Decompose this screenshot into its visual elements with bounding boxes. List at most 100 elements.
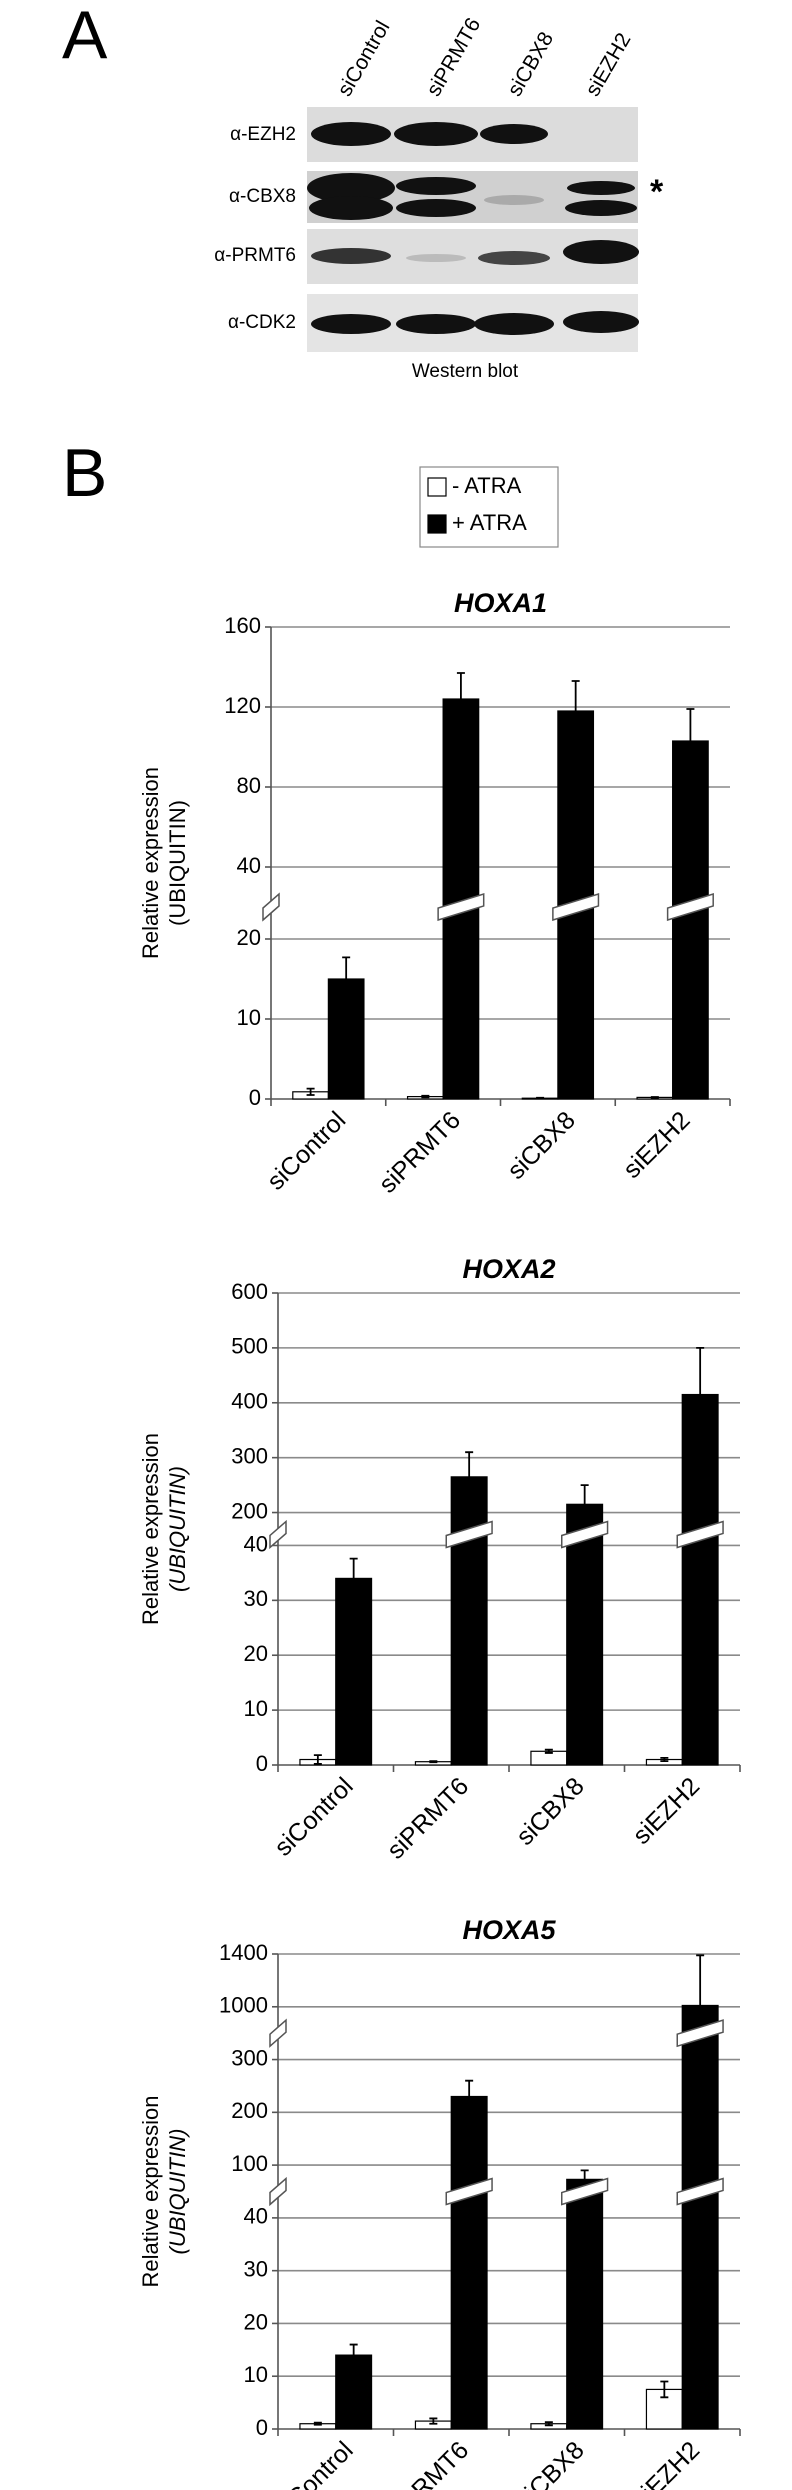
x-tick-label: siEZH2 xyxy=(627,1772,705,1850)
row-label: α-CDK2 xyxy=(228,312,296,333)
legend-label: - ATRA xyxy=(452,473,522,498)
row-label: α-PRMT6 xyxy=(214,245,296,266)
y-tick-label: 40 xyxy=(237,853,261,878)
y-tick-label: 0 xyxy=(249,1085,261,1110)
y-tick-label: 30 xyxy=(244,1586,268,1611)
y-tick-label: 300 xyxy=(231,2045,268,2070)
error-bar xyxy=(660,2380,669,2399)
axis-break xyxy=(561,2177,609,2206)
error-bar xyxy=(696,1346,705,1443)
x-tick-label: siControl xyxy=(262,1106,352,1196)
axis-break xyxy=(676,2019,724,2048)
y-axis-label: (UBIQUITIN) xyxy=(165,2129,190,2255)
error-bar xyxy=(342,956,351,1002)
error-bar xyxy=(349,2343,358,2367)
error-bar xyxy=(544,2421,553,2427)
y-tick-label: 10 xyxy=(244,2362,268,2387)
bands xyxy=(307,122,639,335)
axis-break xyxy=(552,892,600,922)
x-tick-label: siPRMT6 xyxy=(374,1106,466,1198)
error-bar xyxy=(313,1754,322,1765)
annotation: * xyxy=(650,173,664,211)
y-tick-label: 10 xyxy=(237,1005,261,1030)
y-axis-label: (UBIQUITIN) xyxy=(165,1466,190,1592)
axis-break xyxy=(269,1519,287,1550)
y-tick-label: 10 xyxy=(244,1696,268,1721)
axis-break xyxy=(676,1520,724,1549)
bar xyxy=(672,740,709,1100)
y-tick-label: 1400 xyxy=(219,1940,268,1965)
row-label: α-EZH2 xyxy=(230,124,296,145)
bar xyxy=(450,1476,488,1766)
legend-swatch xyxy=(427,514,447,534)
row-label: α-CBX8 xyxy=(229,186,296,207)
y-tick-label: 80 xyxy=(237,773,261,798)
y-tick-label: 200 xyxy=(231,2098,268,2123)
y-tick-label: 400 xyxy=(231,1389,268,1414)
error-bar xyxy=(660,1756,669,1763)
y-tick-label: 500 xyxy=(231,1334,268,1359)
axis-break xyxy=(269,2176,287,2207)
axis-break xyxy=(269,2018,287,2048)
y-tick-label: 40 xyxy=(244,2204,268,2229)
error-bar xyxy=(349,1557,358,1600)
panel-label: A xyxy=(62,0,108,73)
y-tick-label: 20 xyxy=(244,1641,268,1666)
error-bar xyxy=(456,672,465,726)
bar xyxy=(681,1393,719,1766)
y-tick-label: 100 xyxy=(231,2151,268,2176)
x-tick-label: siCBX8 xyxy=(502,1106,581,1185)
y-axis-label: (UBIQUITIN) xyxy=(165,800,190,926)
y-tick-label: 120 xyxy=(224,693,261,718)
lane-label: siPRMT6 xyxy=(422,14,485,100)
bar xyxy=(681,2004,719,2430)
bar xyxy=(566,2178,604,2430)
x-tick-label: siEZH2 xyxy=(618,1106,696,1184)
error-bar xyxy=(465,2079,474,2114)
error-bar xyxy=(571,680,580,742)
legend-swatch xyxy=(427,477,447,497)
x-tick-label: siPRMT6 xyxy=(382,1772,474,1864)
western-blot: α-EZH2 α-CBX8 α-PRMT6 α-CDK2 siControl s… xyxy=(214,14,664,382)
y-tick-label: 200 xyxy=(231,1498,268,1523)
error-bar xyxy=(536,1096,545,1100)
lane-label: siCBX8 xyxy=(503,28,558,100)
y-tick-label: 20 xyxy=(244,2309,268,2334)
axis-break xyxy=(437,892,485,922)
y-axis-label: Relative expression xyxy=(138,767,163,959)
error-bar xyxy=(429,1760,438,1764)
x-tick-label: siCBX8 xyxy=(511,2436,590,2490)
y-tick-label: 20 xyxy=(237,925,261,950)
bar xyxy=(335,1577,373,1766)
y-tick-label: 600 xyxy=(231,1279,268,1304)
error-bar xyxy=(686,708,695,774)
error-bar xyxy=(429,2417,438,2425)
lane-label: siEZH2 xyxy=(581,29,635,100)
bar xyxy=(450,2095,488,2430)
y-axis-label: Relative expression xyxy=(138,1433,163,1625)
error-bar xyxy=(306,1087,315,1096)
y-tick-label: 30 xyxy=(244,2256,268,2281)
axis-break xyxy=(676,2177,724,2206)
error-bar xyxy=(421,1094,430,1099)
y-tick-label: 40 xyxy=(244,1531,268,1556)
y-tick-label: 300 xyxy=(231,1443,268,1468)
chart-title: HOXA1 xyxy=(454,588,547,618)
x-tick-label: siPRMT6 xyxy=(382,2436,474,2490)
lane-label: siControl xyxy=(333,17,394,100)
axis-break xyxy=(445,1520,493,1549)
y-tick-label: 0 xyxy=(256,2415,268,2440)
bar xyxy=(566,1503,604,1766)
x-tick-label: siCBX8 xyxy=(511,1772,590,1851)
axis-break xyxy=(445,2177,493,2206)
y-tick-label: 1000 xyxy=(219,1993,268,2018)
y-axis-label: Relative expression xyxy=(138,2096,163,2288)
axis-break xyxy=(262,892,280,922)
blot-caption: Western blot xyxy=(412,361,519,382)
axis-break xyxy=(561,1520,609,1549)
chart-title: HOXA2 xyxy=(462,1254,555,1284)
legend-label: + ATRA xyxy=(452,510,527,535)
legend: - ATRA + ATRA xyxy=(419,466,559,548)
error-bar xyxy=(465,1451,474,1503)
